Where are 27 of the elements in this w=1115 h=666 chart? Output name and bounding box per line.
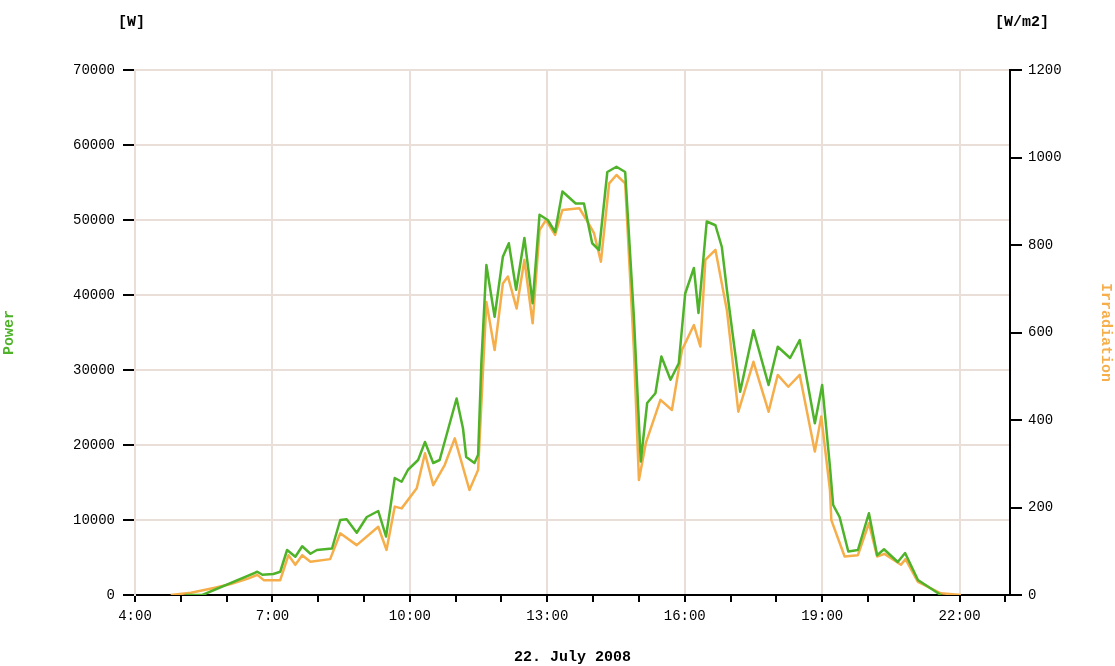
x-tick-label: 10:00: [388, 608, 431, 625]
y-tick-label: 0: [106, 586, 115, 603]
text: [W/m2]: [994, 14, 1049, 31]
x-tick-label: 7:00: [255, 608, 290, 625]
y2-tick-label: 200: [1028, 499, 1054, 516]
y2-tick-label: 0: [1028, 586, 1037, 603]
x-tick-label: 16:00: [663, 608, 706, 625]
x-tick-label: 13:00: [526, 608, 569, 625]
y-tick-label: 60000: [72, 136, 115, 153]
x-tick-label: 19:00: [801, 608, 844, 625]
y2-tick-label: 400: [1028, 411, 1054, 428]
y2-tick-label: 1200: [1028, 61, 1062, 78]
y-tick-label: 20000: [72, 436, 115, 453]
x-axis-title: 22. July 2008: [513, 648, 632, 666]
text: [W]: [118, 14, 146, 31]
y-tick-label: 30000: [72, 361, 115, 378]
y-tick-label: 70000: [72, 61, 115, 78]
x-tick-label: 22:00: [938, 608, 981, 625]
y-tick-label: 40000: [72, 286, 115, 303]
y-tick-label: 50000: [72, 211, 115, 228]
y-tick-label: 10000: [72, 511, 115, 528]
y-axis-title: Power: [0, 309, 18, 356]
y2-tick-label: 800: [1028, 236, 1054, 253]
x-tick-label: 4:00: [118, 608, 152, 625]
y2-tick-label: 1000: [1028, 149, 1062, 166]
y2-tick-label: 600: [1028, 324, 1054, 341]
y2-axis-title: Irradiation: [1097, 282, 1115, 383]
